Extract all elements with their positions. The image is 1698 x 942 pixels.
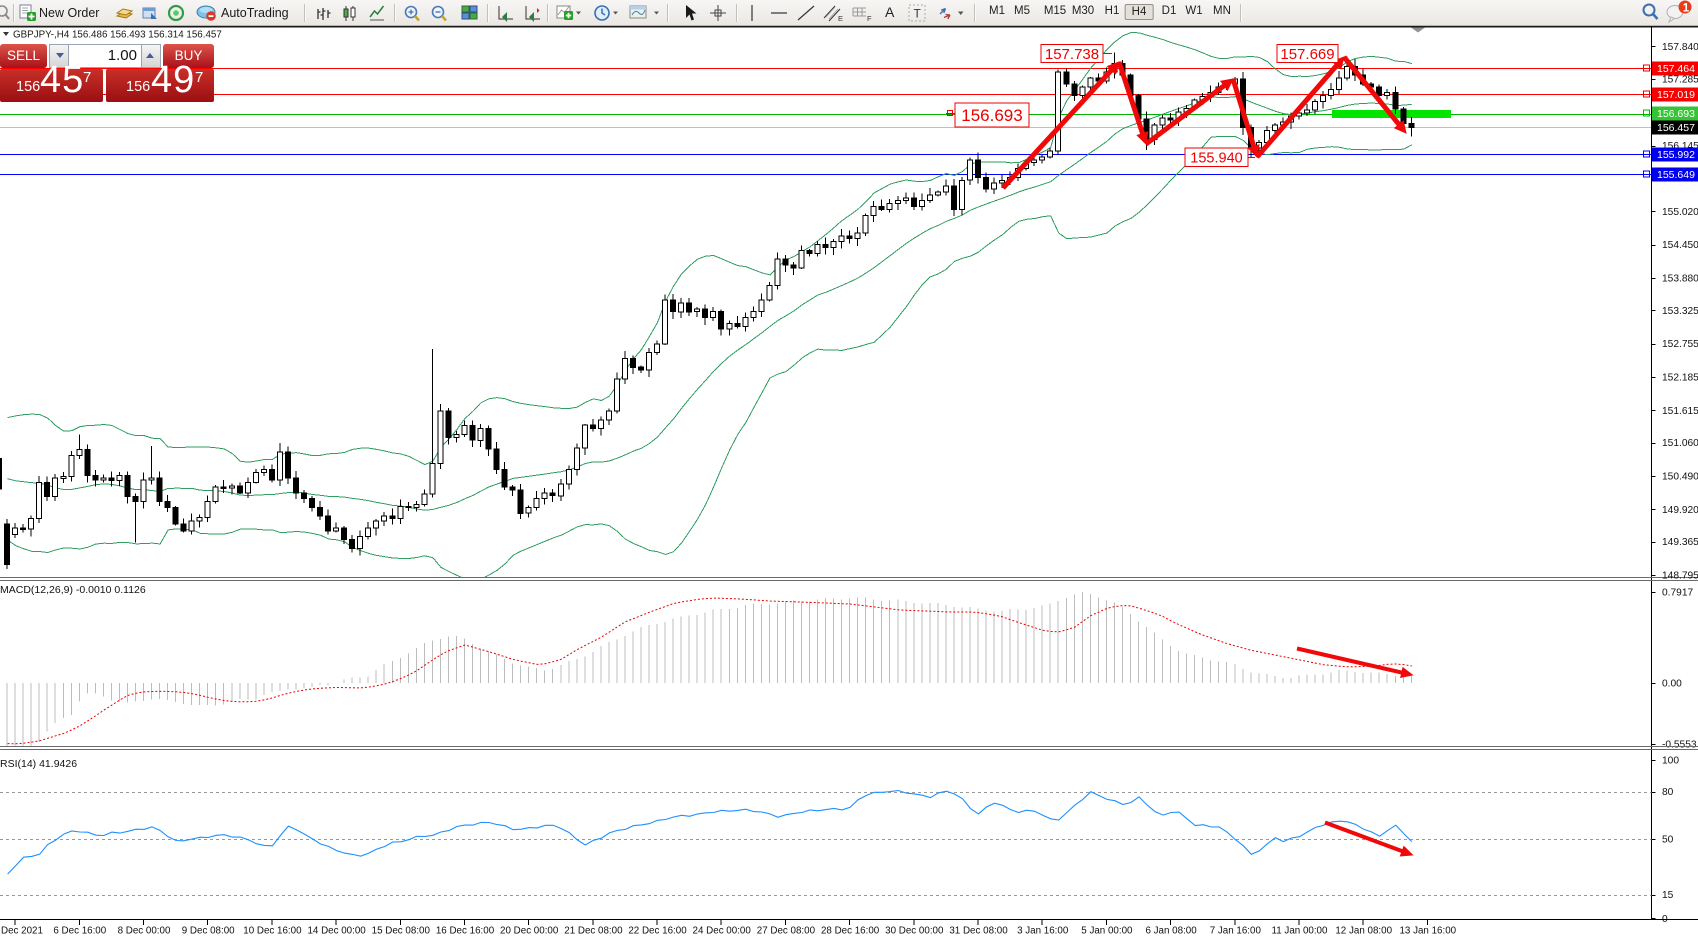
svg-text:155.020: 155.020 — [1662, 207, 1698, 218]
svg-text:9 Dec 08:00: 9 Dec 08:00 — [182, 926, 235, 937]
svg-text:153.325: 153.325 — [1662, 306, 1698, 317]
svg-text:148.795: 148.795 — [1662, 571, 1698, 582]
svg-text:F: F — [867, 14, 872, 23]
svg-text:80: 80 — [1662, 787, 1674, 798]
svg-text:5 Jan 00:00: 5 Jan 00:00 — [1081, 926, 1133, 937]
svg-text:149.365: 149.365 — [1662, 537, 1698, 548]
svg-text:11 Jan 00:00: 11 Jan 00:00 — [1272, 926, 1328, 937]
svg-text:149.920: 149.920 — [1662, 505, 1698, 516]
svg-text:154.450: 154.450 — [1662, 240, 1698, 251]
svg-text:155.649: 155.649 — [1657, 169, 1695, 181]
svg-text:3 Jan 16:00: 3 Jan 16:00 — [1017, 926, 1069, 937]
svg-text:15 Dec 08:00: 15 Dec 08:00 — [372, 926, 431, 937]
svg-text:153.880: 153.880 — [1662, 273, 1698, 284]
svg-text:24 Dec 00:00: 24 Dec 00:00 — [693, 926, 752, 937]
svg-text:16 Dec 16:00: 16 Dec 16:00 — [436, 926, 495, 937]
svg-text:155.992: 155.992 — [1657, 149, 1695, 161]
svg-text:28 Dec 16:00: 28 Dec 16:00 — [821, 926, 880, 937]
svg-text:E: E — [838, 14, 843, 23]
svg-text:156.145: 156.145 — [1662, 141, 1698, 152]
svg-text:10 Dec 16:00: 10 Dec 16:00 — [243, 926, 302, 937]
svg-text:30 Dec 00:00: 30 Dec 00:00 — [885, 926, 944, 937]
svg-text:T: T — [914, 7, 922, 21]
svg-text:151.615: 151.615 — [1662, 406, 1698, 417]
svg-text:-0.5553: -0.5553 — [1662, 740, 1697, 751]
svg-text:GBPJPY-,H4 156.486 156.493 15: GBPJPY-,H4 156.486 156.493 156.314 156.4… — [13, 30, 222, 41]
svg-text:Dec 2021: Dec 2021 — [1, 926, 43, 937]
svg-text:156.457: 156.457 — [1657, 122, 1695, 134]
svg-text:7 Jan 16:00: 7 Jan 16:00 — [1210, 926, 1262, 937]
svg-text:6 Jan 08:00: 6 Jan 08:00 — [1145, 926, 1197, 937]
svg-text:12 Jan 08:00: 12 Jan 08:00 — [1335, 926, 1392, 937]
svg-text:50: 50 — [1662, 835, 1674, 846]
svg-text:155.940: 155.940 — [1190, 151, 1242, 167]
svg-text:21 Dec 08:00: 21 Dec 08:00 — [564, 926, 623, 937]
svg-text:157.019: 157.019 — [1657, 89, 1695, 101]
svg-text:157.840: 157.840 — [1662, 42, 1698, 53]
svg-text:6 Dec 16:00: 6 Dec 16:00 — [53, 926, 106, 937]
svg-text:1: 1 — [1683, 3, 1690, 15]
svg-text:151.060: 151.060 — [1662, 438, 1698, 449]
svg-text:150.490: 150.490 — [1662, 472, 1698, 483]
svg-text:157.464: 157.464 — [1657, 63, 1695, 75]
svg-text:0.00: 0.00 — [1662, 679, 1682, 690]
svg-text:31 Dec 08:00: 31 Dec 08:00 — [949, 926, 1008, 937]
svg-text:22 Dec 16:00: 22 Dec 16:00 — [628, 926, 687, 937]
svg-text:157.738: 157.738 — [1045, 46, 1099, 63]
svg-text:100: 100 — [1662, 756, 1679, 767]
svg-text:157.285: 157.285 — [1662, 75, 1698, 86]
svg-text:152.755: 152.755 — [1662, 339, 1698, 350]
svg-text:RSI(14) 41.9426: RSI(14) 41.9426 — [0, 758, 77, 770]
svg-text:27 Dec 08:00: 27 Dec 08:00 — [757, 926, 816, 937]
svg-text:152.185: 152.185 — [1662, 373, 1698, 384]
svg-text:156.693: 156.693 — [961, 106, 1022, 125]
svg-text:20 Dec 00:00: 20 Dec 00:00 — [500, 926, 559, 937]
svg-text:8 Dec 00:00: 8 Dec 00:00 — [118, 926, 171, 937]
svg-text:0.7917: 0.7917 — [1662, 588, 1693, 599]
svg-text:157.669: 157.669 — [1280, 46, 1334, 63]
svg-text:13 Jan 16:00: 13 Jan 16:00 — [1399, 926, 1456, 937]
svg-text:156.693: 156.693 — [1657, 108, 1695, 120]
svg-text:MACD(12,26,9) -0.0010 0.1126: MACD(12,26,9) -0.0010 0.1126 — [0, 584, 146, 596]
svg-text:14 Dec 00:00: 14 Dec 00:00 — [307, 926, 366, 937]
svg-text:15: 15 — [1662, 890, 1674, 901]
